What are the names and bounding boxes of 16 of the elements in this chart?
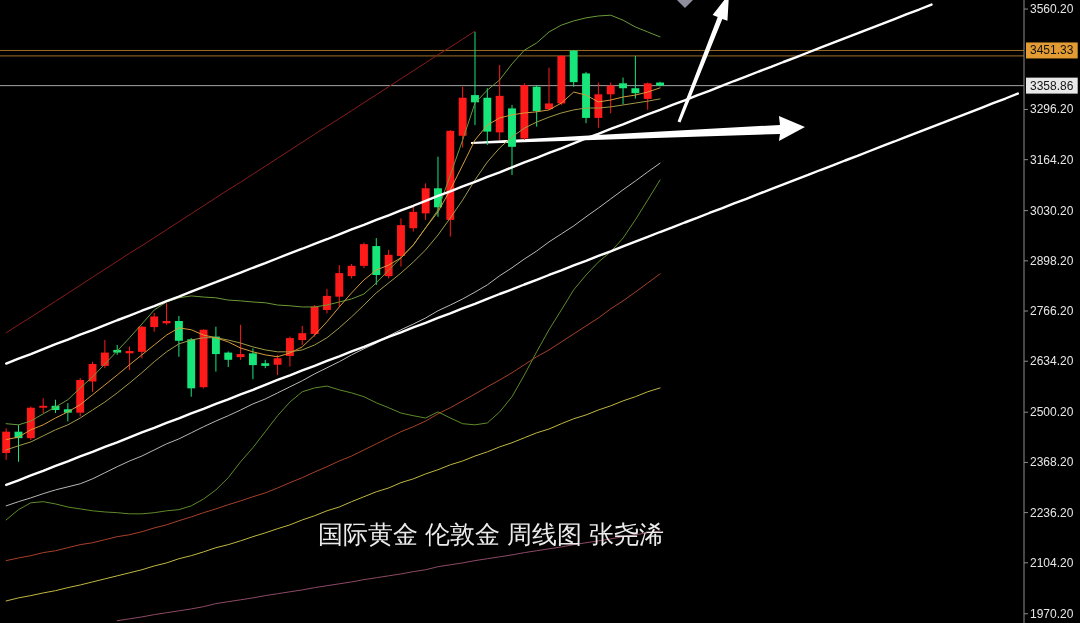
caption: 国际黄金 伦敦金 周线图 张尧浠	[318, 520, 664, 548]
y-tick-label: 2368.20	[1030, 455, 1074, 470]
ref-line-label: 3451.33	[1030, 43, 1074, 58]
y-tick-label: 2500.20	[1030, 405, 1074, 420]
ref-line-label: 3451.33	[1026, 42, 1078, 59]
y-tick-label: 2236.20	[1030, 505, 1074, 520]
y-tick-label: 2766.20	[1030, 304, 1074, 319]
y-tick-label: 3296.20	[1030, 102, 1074, 117]
y-tick-label: 3560.20	[1030, 2, 1074, 17]
y-tick-label: 3030.20	[1030, 203, 1074, 218]
y-tick-label: 2634.20	[1030, 354, 1074, 369]
y-tick-label: 1970.20	[1030, 606, 1074, 621]
y-tick-label: 3164.20	[1030, 152, 1074, 167]
ref-line-label: 3358.86	[1030, 78, 1074, 93]
y-tick-label: 2898.20	[1030, 253, 1074, 268]
y-tick-label: 2104.20	[1030, 555, 1074, 570]
